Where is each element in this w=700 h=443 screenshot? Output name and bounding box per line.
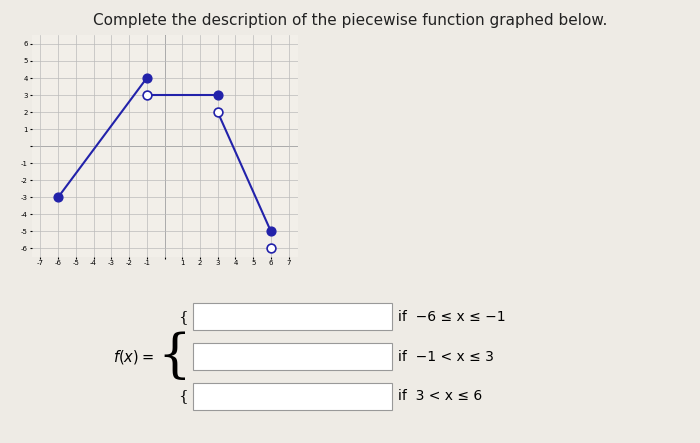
Text: {: { <box>158 331 191 382</box>
Text: if  −1 < x ≤ 3: if −1 < x ≤ 3 <box>398 350 494 364</box>
Text: {: { <box>178 310 188 324</box>
Point <box>52 194 64 201</box>
Text: if  3 < x ≤ 6: if 3 < x ≤ 6 <box>398 389 482 404</box>
Text: {: { <box>178 389 188 404</box>
Point <box>265 228 276 235</box>
Point <box>141 74 153 82</box>
Point <box>141 92 153 99</box>
Point <box>212 92 223 99</box>
Text: Complete the description of the piecewise function graphed below.: Complete the description of the piecewis… <box>93 13 607 28</box>
Point <box>212 109 223 116</box>
Text: if  −6 ≤ x ≤ −1: if −6 ≤ x ≤ −1 <box>398 310 505 324</box>
Text: $f(x) =$: $f(x) =$ <box>113 348 154 365</box>
Point <box>265 245 276 252</box>
